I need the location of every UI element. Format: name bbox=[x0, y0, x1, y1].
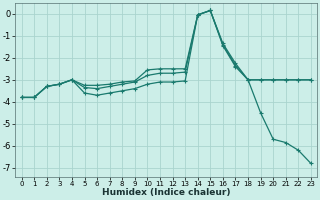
X-axis label: Humidex (Indice chaleur): Humidex (Indice chaleur) bbox=[102, 188, 230, 197]
